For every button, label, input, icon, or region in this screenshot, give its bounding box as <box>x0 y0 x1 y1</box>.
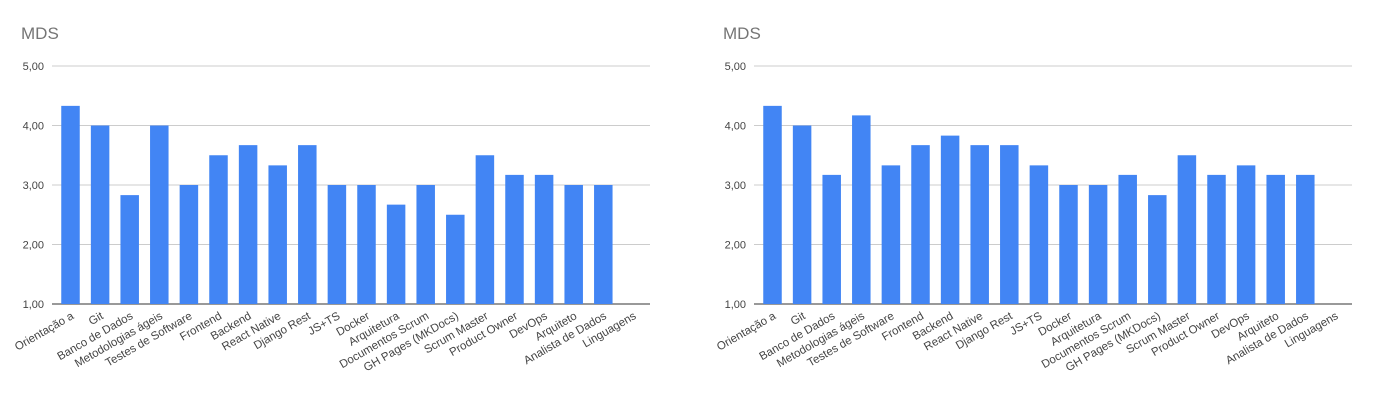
bar <box>505 174 524 304</box>
bar <box>564 185 583 304</box>
bar <box>822 174 841 304</box>
bar <box>970 145 989 304</box>
bar <box>61 105 80 305</box>
bar <box>1000 145 1019 304</box>
bar <box>298 145 317 304</box>
y-tick-label: 1,00 <box>23 299 44 311</box>
y-tick-label: 4,00 <box>725 121 746 133</box>
bar <box>357 185 376 304</box>
y-tick-label: 1,00 <box>725 299 746 311</box>
bar <box>179 185 199 304</box>
bar <box>1207 174 1226 304</box>
bar <box>120 195 139 304</box>
bar <box>911 145 930 304</box>
bar <box>1088 185 1108 304</box>
bar <box>475 155 495 304</box>
bar <box>90 125 110 304</box>
bar <box>209 155 228 304</box>
y-tick-label: 4,00 <box>23 121 44 133</box>
y-tick-label: 3,00 <box>725 180 746 192</box>
bar <box>1118 174 1137 304</box>
y-tick-label: 2,00 <box>725 240 746 252</box>
bar <box>1296 174 1315 304</box>
bar <box>1148 195 1167 304</box>
chart-title: MDS <box>21 24 59 43</box>
bar <box>386 204 406 304</box>
bar <box>763 105 782 305</box>
bar <box>416 185 435 304</box>
y-tick-label: 5,00 <box>23 61 44 73</box>
bar <box>1059 185 1078 304</box>
bar <box>940 135 960 304</box>
chart-left: MDS 1,00 2,00 3,00 4,00 5,00 Orientação a Git B… <box>0 0 680 415</box>
bar <box>1177 155 1197 304</box>
bar <box>1266 174 1285 304</box>
chart-right: MDS 1,00 2,00 3,00 4,00 5,00 Orientação a Git B… <box>702 0 1373 415</box>
chart-title: MDS <box>723 24 761 43</box>
bar <box>268 165 287 304</box>
bar <box>594 185 613 304</box>
bar <box>327 185 347 304</box>
bar <box>446 214 465 304</box>
bar <box>852 115 871 304</box>
bar <box>1029 165 1049 304</box>
y-tick-label: 3,00 <box>23 180 44 192</box>
bar <box>792 125 812 304</box>
bar <box>534 174 554 304</box>
bar <box>150 125 169 304</box>
bar <box>881 165 901 304</box>
bar <box>238 145 258 304</box>
y-tick-label: 2,00 <box>23 240 44 252</box>
y-tick-label: 5,00 <box>725 61 746 73</box>
bar <box>1236 165 1256 304</box>
